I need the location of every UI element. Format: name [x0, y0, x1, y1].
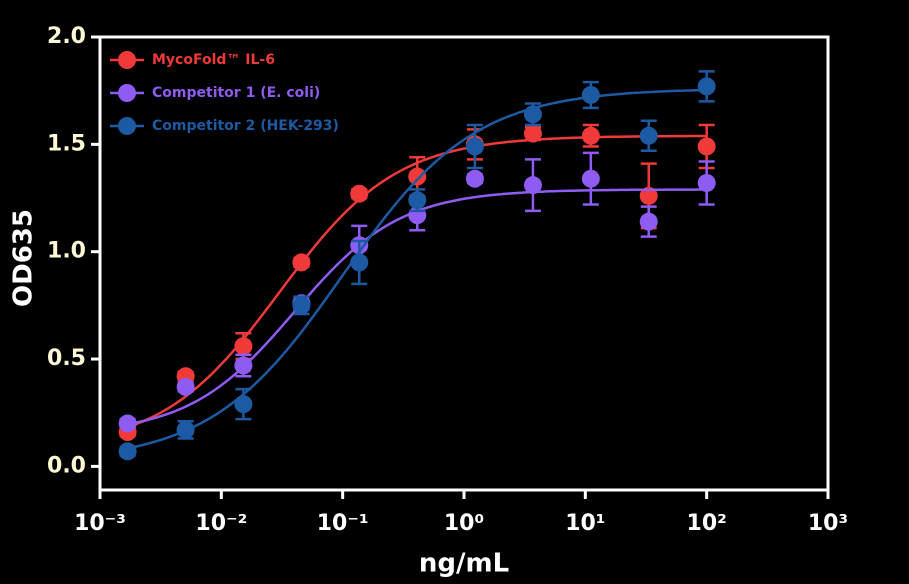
marker	[118, 442, 137, 461]
marker	[234, 395, 253, 414]
marker	[118, 414, 137, 433]
data-point	[523, 102, 542, 127]
data-point	[523, 158, 542, 213]
y-tick-label: 0.0	[47, 453, 86, 478]
marker	[523, 176, 542, 195]
data-point	[697, 160, 716, 206]
legend-marker	[118, 84, 136, 102]
data-point	[234, 387, 253, 421]
legend-marker	[118, 117, 136, 135]
marker	[350, 184, 369, 203]
data-point	[581, 151, 600, 206]
data-point	[292, 295, 311, 316]
data-point	[465, 169, 484, 188]
x-axis-title: ng/mL	[419, 549, 509, 579]
marker	[465, 137, 484, 156]
marker	[408, 191, 427, 210]
data-point	[292, 253, 311, 272]
data-point	[408, 188, 427, 213]
fit-curve	[127, 88, 707, 450]
marker	[292, 296, 311, 315]
marker	[697, 173, 716, 192]
marker	[639, 126, 658, 145]
legend-marker	[118, 51, 136, 69]
x-tick-label: 10³	[808, 511, 848, 536]
x-tick-label: 10⁻³	[74, 511, 126, 536]
marker	[581, 85, 600, 104]
marker	[697, 137, 716, 156]
legend-label: Competitor 2 (HEK-293)	[152, 118, 339, 134]
data-point	[118, 414, 137, 433]
marker	[234, 356, 253, 375]
marker	[176, 377, 195, 396]
data-point	[523, 124, 542, 143]
marker	[350, 253, 369, 272]
x-tick-label: 10²	[687, 511, 727, 536]
data-point	[639, 162, 658, 230]
marker	[581, 169, 600, 188]
y-axis-title: OD635	[9, 209, 39, 307]
legend-label: MycoFold™ IL-6	[152, 52, 275, 68]
marker	[292, 253, 311, 272]
x-tick-label: 10¹	[565, 511, 605, 536]
y-tick-label: 2.0	[47, 24, 86, 49]
x-tick-label: 10⁻²	[195, 511, 247, 536]
marker	[465, 169, 484, 188]
marker	[639, 186, 658, 205]
data-point	[639, 205, 658, 238]
y-tick-label: 0.5	[47, 346, 86, 371]
marker	[523, 105, 542, 124]
data-point	[176, 377, 195, 396]
data-point	[639, 119, 658, 153]
data-point	[697, 70, 716, 103]
marker	[581, 126, 600, 145]
marker	[408, 167, 427, 186]
y-tick-label: 1.5	[47, 131, 86, 156]
data-point	[118, 442, 137, 461]
data-point	[176, 420, 195, 440]
x-tick-label: 10⁻¹	[317, 511, 369, 536]
marker	[176, 420, 195, 439]
marker	[234, 337, 253, 356]
data-point	[408, 155, 427, 198]
data-point	[350, 239, 369, 286]
data-point	[581, 80, 600, 110]
marker	[697, 77, 716, 96]
data-point	[581, 123, 600, 148]
x-tick-label: 10⁰	[444, 511, 484, 536]
marker	[523, 124, 542, 143]
marker	[639, 212, 658, 231]
data-point	[234, 353, 253, 378]
data-point	[350, 184, 369, 203]
legend-label: Competitor 1 (E. coli)	[152, 85, 320, 101]
y-tick-label: 1.0	[47, 239, 86, 264]
data-point	[465, 123, 484, 170]
